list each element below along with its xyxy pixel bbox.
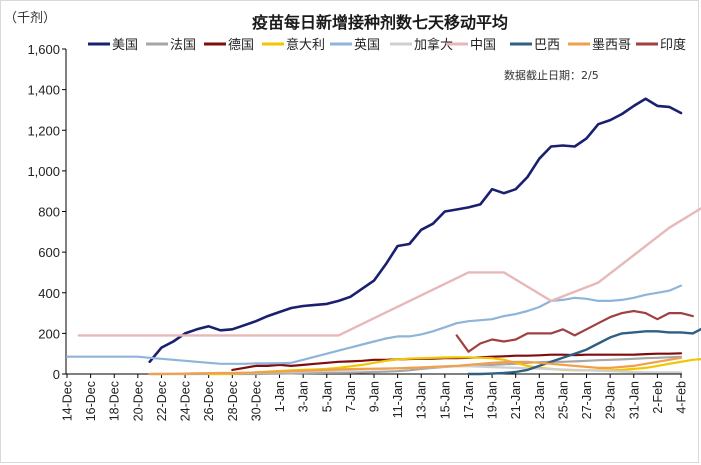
x-tick-label: 1-Jan [273, 381, 287, 412]
y-tick-label: 0 [53, 367, 60, 382]
x-tick-label: 19-Jan [486, 381, 500, 419]
legend-label: 中国 [470, 38, 496, 53]
y-tick-label: 600 [38, 245, 60, 260]
legend-label: 美国 [112, 38, 138, 53]
x-tick-label: 31-Jan [627, 381, 641, 419]
series-line-美国 [148, 97, 683, 364]
x-axis: 14-Dec 16-Dec 18-Dec 20-Dec 22-Dec 24-Dec 26-D… [61, 373, 689, 421]
legend-label: 英国 [354, 38, 380, 53]
x-tick-label: 30-Dec [249, 381, 263, 421]
series-line-印度 [455, 309, 694, 353]
x-tick-label: 13-Jan [415, 381, 429, 419]
x-tick-label: 17-Jan [462, 381, 476, 419]
y-tick-label: 400 [38, 286, 60, 301]
legend-label: 法国 [170, 38, 196, 53]
legend-label: 德国 [228, 38, 254, 53]
x-tick-label: 24-Dec [179, 381, 193, 421]
y-tick-label: 1,200 [27, 123, 60, 138]
y-axis: 0 200 400 600 800 1,000 1,200 1,400 1,600 [27, 42, 67, 382]
x-tick-label: 21-Jan [509, 381, 523, 419]
x-tick-label: 27-Jan [580, 381, 594, 419]
x-tick-label: 26-Dec [202, 381, 216, 421]
x-tick-label: 5-Jan [320, 381, 334, 412]
series-layer [65, 97, 701, 376]
y-tick-label: 1,600 [27, 42, 60, 57]
series-line-中国 [77, 206, 701, 337]
x-tick-label: 11-Jan [391, 381, 405, 418]
x-tick-label: 25-Jan [556, 381, 570, 419]
x-tick-label: 2-Feb [651, 381, 665, 414]
legend-label: 印度 [660, 37, 686, 53]
x-tick-label: 15-Jan [438, 381, 452, 419]
y-tick-label: 800 [38, 205, 60, 220]
legend-label: 加拿大 [414, 37, 453, 53]
data-cutoff-annotation: 数据截止日期：2/5 [504, 68, 599, 82]
x-tick-label: 4-Feb [675, 381, 689, 414]
x-tick-label: 23-Jan [533, 381, 547, 419]
series-line-巴西 [467, 327, 701, 376]
x-tick-label: 14-Dec [61, 381, 75, 421]
x-tick-label: 29-Jan [604, 381, 618, 419]
x-tick-label: 22-Dec [155, 381, 169, 421]
legend: 美国 法国 德国 意大利 英国 加拿大 中国 巴西 墨西哥 印度 [88, 37, 686, 53]
x-tick-label: 3-Jan [297, 381, 311, 412]
unit-label: （千剂） [4, 11, 56, 26]
x-tick-label: 18-Dec [108, 381, 122, 421]
y-tick-label: 200 [38, 326, 60, 341]
chart-title: 疫苗每日新增接种剂数七天移动平均 [252, 13, 508, 32]
x-tick-label: 28-Dec [226, 381, 240, 421]
x-tick-label: 9-Jan [368, 381, 382, 412]
x-tick-label: 7-Jan [344, 381, 358, 412]
legend-label: 意大利 [286, 37, 325, 53]
series-line-英国 [65, 284, 683, 365]
x-tick-label: 20-Dec [131, 381, 145, 421]
series-line-墨西哥 [148, 356, 683, 376]
legend-label: 墨西哥 [592, 38, 631, 53]
x-tick-label: 16-Dec [84, 381, 98, 421]
y-tick-label: 1,400 [27, 83, 60, 98]
legend-label: 巴西 [534, 38, 560, 53]
y-tick-label: 1,000 [27, 164, 60, 179]
